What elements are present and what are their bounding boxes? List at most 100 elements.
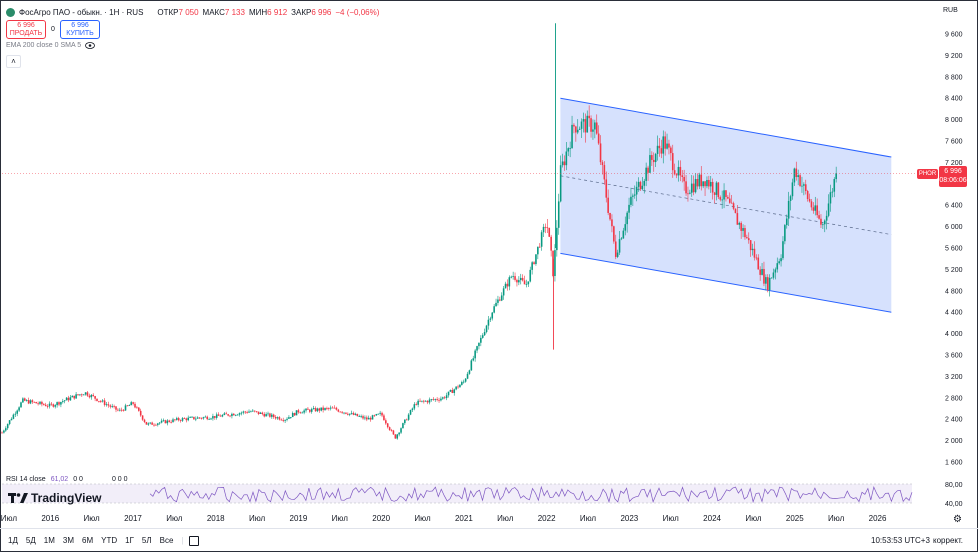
candle-body [497,299,499,303]
candle-body [141,415,144,420]
candle-body [153,424,155,426]
candle-body [820,218,822,225]
gear-icon[interactable]: ⚙ [953,514,962,525]
range-button-all[interactable]: Все [159,536,174,545]
candle-body [329,407,332,409]
candle-body [288,417,290,419]
candle-body [614,241,617,257]
range-button-1m[interactable]: 1М [43,536,55,545]
eye-icon[interactable] [85,42,96,49]
rsi-legend[interactable]: RSI 14 close 61,02 0 0 0 0 0 [6,476,128,483]
price-axis-tick: 6 400 [945,203,963,210]
candle-body [527,281,530,285]
candle-body [594,122,596,130]
candle-body [10,418,13,421]
candle-body [151,422,153,425]
candle-body [233,413,235,416]
candle-body [3,430,5,433]
calendar-icon[interactable] [189,535,200,546]
candle-body [713,192,716,195]
candle-body [132,402,134,404]
candle-body [584,119,587,133]
candle-body [252,410,254,412]
symbol-title[interactable]: ФосАгро ПАО - обыкн. · 1Н · RUS [19,7,144,17]
candle-body [485,325,488,333]
candle-body [200,417,203,419]
candle-body [759,269,761,275]
candle-body [307,408,309,410]
candle-body [466,373,469,379]
price-axis-tick: 6 000 [945,224,963,231]
tradingview-logo[interactable]: TradingView [8,491,101,505]
candle-body [833,179,836,192]
candle-body [25,400,28,401]
candle-body [554,250,556,277]
candle-body [286,418,288,420]
candle-body [120,409,123,411]
candle-body [22,398,24,403]
candle-body [238,413,241,415]
close-value: 6 996 [311,7,332,17]
candle-body [453,389,456,394]
candle-body [804,184,807,191]
candle-body [314,408,317,412]
range-button-5y[interactable]: 5Л [141,536,152,545]
candle-body [723,190,725,200]
candle-body [257,411,260,414]
currency-label[interactable]: RUB [943,7,958,14]
candle-body [772,272,775,278]
candle-body [698,174,701,187]
candle-body [290,417,292,418]
candle-body [217,414,220,416]
candle-body [20,402,22,408]
candle-body [426,400,429,403]
candle-body [801,185,803,187]
candle-body [94,396,96,399]
candle-body [208,418,210,420]
candle-body [575,126,577,133]
candle-body [493,306,495,313]
range-button-ytd[interactable]: YTD [101,536,118,545]
range-button-3m[interactable]: 3М [62,536,74,545]
candle-body [204,416,207,418]
tradingview-wordmark: TradingView [31,491,102,505]
collapse-legend-button[interactable]: ˄ [6,55,21,68]
clock-timezone[interactable]: 10:53:53 UTC+3 [871,536,930,545]
candle-body [320,407,323,411]
range-button-1y[interactable]: 1Г [125,536,134,545]
candle-body [480,337,482,343]
candle-body [145,421,148,425]
range-button-1d[interactable]: 1Д [8,536,18,545]
candle-body [98,400,100,402]
sell-button[interactable]: 6 996 ПРОДАТЬ [6,20,46,39]
ema-indicator-legend[interactable]: EMA 200 close 0 SMA 5 [6,42,96,49]
bar-countdown: 08:06:06 [939,177,967,184]
candle-body [652,159,655,163]
candle-body [576,129,579,133]
candle-body [544,226,547,228]
candle-body [343,412,345,414]
candle-body [770,277,773,279]
adjustment-toggle[interactable]: коррект. [933,536,963,545]
candle-body [52,404,55,407]
time-axis-tick: Июл [332,514,349,523]
candle-body [341,411,343,413]
buy-button[interactable]: 6 996 КУПИТЬ [60,20,100,39]
candle-body [415,404,418,406]
time-axis-tick: 2018 [207,514,225,523]
range-button-5d[interactable]: 5Д [25,536,36,545]
candle-body [316,408,319,412]
candle-body [5,428,7,431]
buy-label: КУПИТЬ [66,30,94,37]
candle-body [753,248,756,258]
candle-body [582,119,585,122]
candle-body [472,358,475,361]
candle-body [474,350,476,359]
candle-body [147,423,150,425]
candle-body [46,406,49,407]
range-button-6m[interactable]: 6М [82,536,94,545]
candle-body [620,238,623,240]
candle-body [711,181,714,193]
candle-body [166,420,169,424]
